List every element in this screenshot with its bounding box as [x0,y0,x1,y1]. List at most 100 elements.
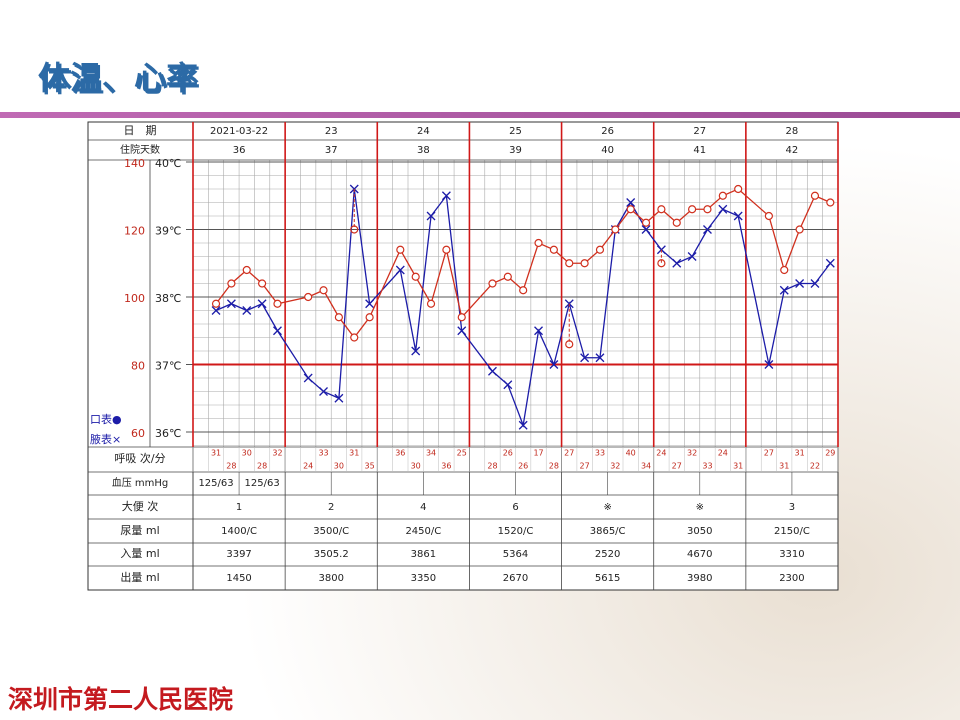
data-point [825,258,835,268]
row-value: 3861 [411,549,436,560]
row-value: 3 [789,502,795,513]
data-point [257,299,267,309]
row-value: 3310 [779,549,804,560]
row-label: 入量 ml [120,547,159,560]
data-point [334,313,343,322]
row-value: 5364 [503,549,528,560]
data-point [780,265,789,275]
bp-value: 125/63 [198,478,233,489]
data-point [641,225,651,234]
data-point [334,393,344,403]
cooling-point [657,259,666,268]
data-point [411,346,421,356]
date-cell: 25 [509,126,522,137]
resp-value: 36 [441,462,451,471]
day-cell: 41 [693,145,706,156]
resp-value: 32 [272,449,282,458]
row-value: 3505.2 [314,549,349,560]
resp-value: 28 [549,462,559,471]
row-value: 1450 [226,573,251,584]
resp-value: 29 [825,449,835,458]
resp-value: 31 [795,449,805,458]
data-point [688,205,697,214]
data-point [734,184,743,194]
resp-value: 35 [365,462,375,471]
data-point [595,353,605,363]
row-value: 3980 [687,573,712,584]
data-point [211,299,221,308]
date-cell: 2021-03-22 [210,126,268,137]
data-point [718,204,728,214]
data-point [411,272,420,281]
resp-value: 22 [810,462,820,471]
resp-value: 32 [687,449,697,458]
row-label: 血压 mmHg [112,476,169,489]
row-value: 2450/C [405,526,441,537]
pulse-tick-label: 120 [124,225,145,238]
data-point [764,360,774,369]
data-point [488,366,497,376]
data-point [626,205,635,214]
resp-value: 26 [518,462,528,471]
resp-value: 31 [349,449,359,458]
row-value: 2520 [595,549,620,560]
data-point [303,373,313,383]
row-value: 2 [328,502,334,513]
data-point [227,279,236,288]
legend-note: 腋表× [90,432,121,446]
data-point [426,211,436,221]
resp-value: 36 [395,449,405,458]
data-point [242,306,252,315]
row-value: 2150/C [774,526,810,537]
data-point [565,259,574,268]
day-cell: 38 [417,145,430,156]
row-value: 3500/C [313,526,349,537]
row-value: ※ [696,502,704,513]
resp-value: 31 [733,462,743,471]
day-cell: 40 [601,145,614,156]
data-point [795,225,804,234]
resp-value: 34 [426,449,436,458]
data-point [810,279,820,288]
row-label: 尿量 ml [120,524,159,537]
resp-value: 25 [457,449,467,458]
data-point [687,252,697,261]
data-point [657,205,666,214]
resp-value: 30 [411,462,421,471]
data-point [795,279,805,288]
resp-value: 27 [764,449,774,458]
data-point [672,218,681,227]
row-value: 3800 [318,573,343,584]
title-shadow: 体温、心率 [40,61,200,99]
bp-value: 125/63 [245,478,280,489]
data-point [826,198,835,207]
row-value: 2300 [779,573,804,584]
data-point [626,198,636,207]
data-point [519,286,528,295]
pulse-tick-label: 100 [124,292,145,305]
data-point [534,238,543,248]
resp-value: 30 [334,462,344,471]
resp-value: 27 [580,462,590,471]
row-value: 2670 [503,573,528,584]
data-point [426,299,436,308]
data-point [488,279,497,288]
resp-value: 24 [656,449,666,458]
data-point [580,259,589,268]
data-point [365,313,374,322]
resp-value: 28 [257,462,267,471]
data-point [365,299,375,309]
row-value: 5615 [595,573,620,584]
day-cell: 37 [325,145,338,156]
date-cell: 27 [693,126,706,137]
resp-value: 31 [779,462,789,471]
row-value: 1 [236,502,242,513]
data-point [503,272,512,281]
resp-value: 28 [226,462,236,471]
data-point [242,265,251,275]
temp-tick-label: 36℃ [155,427,181,440]
temp-tick-label: 40℃ [155,157,181,170]
resp-value: 27 [564,449,574,458]
day-cell: 36 [233,145,246,156]
